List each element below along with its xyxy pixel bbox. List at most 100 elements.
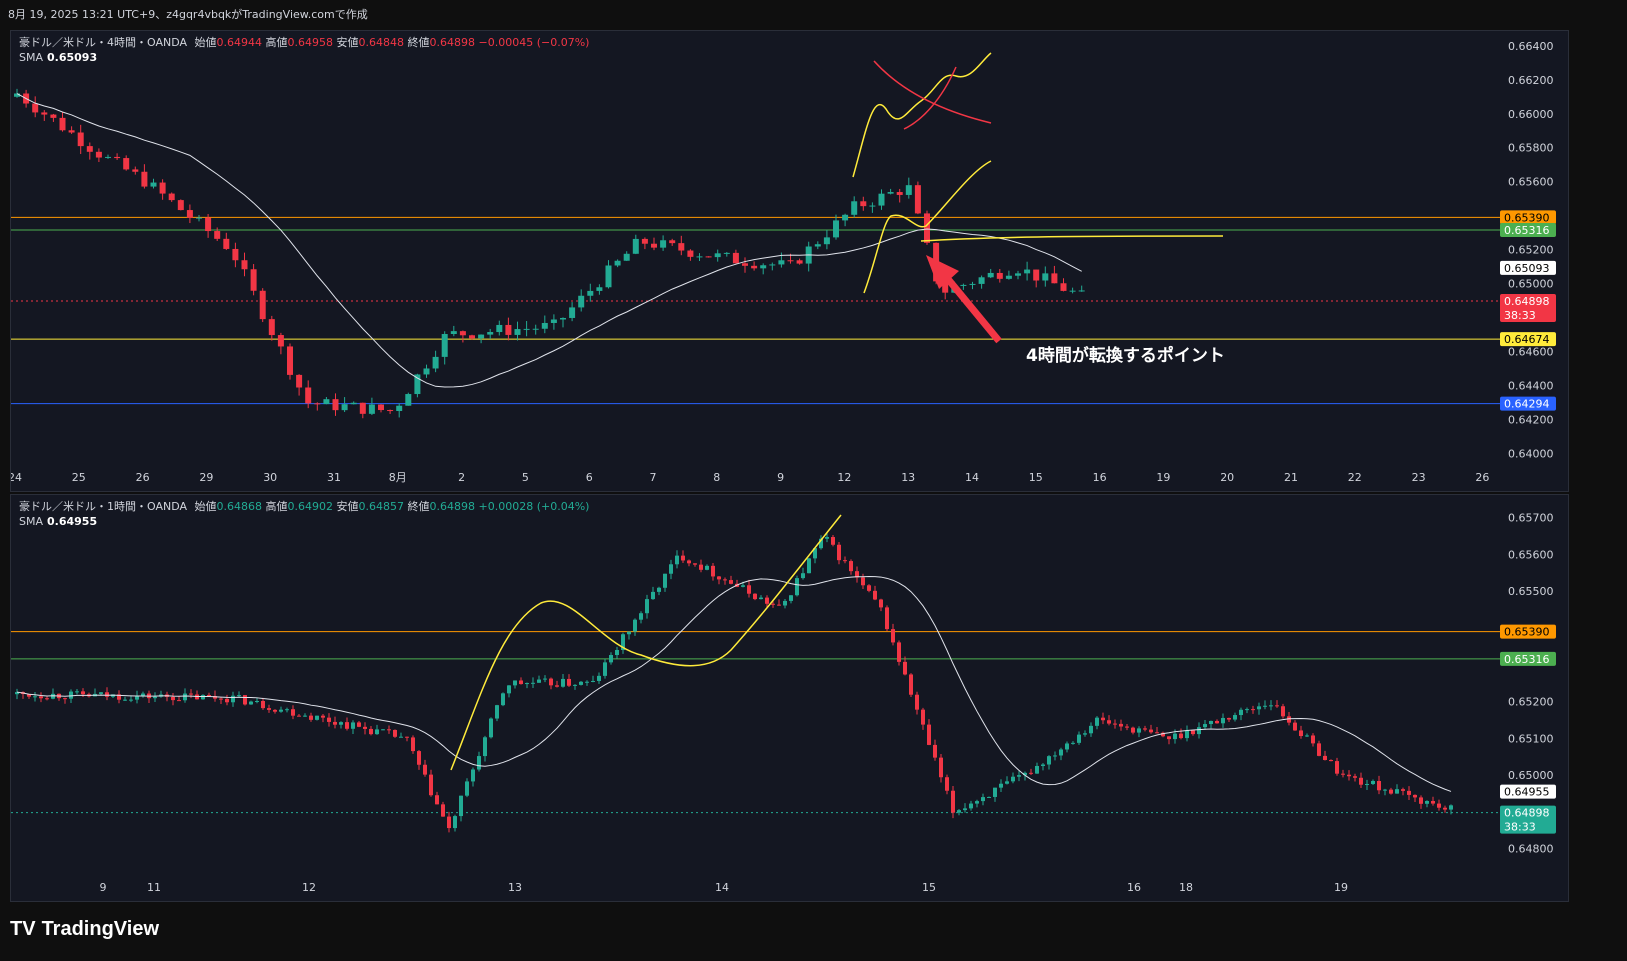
candle-body	[1015, 273, 1021, 276]
candle-body	[232, 248, 239, 261]
candle-body	[596, 287, 603, 291]
candle-body	[33, 696, 37, 698]
candle-body	[681, 555, 685, 561]
tradingview-logo[interactable]: TV TradingView	[10, 918, 160, 940]
candle-body	[59, 117, 66, 131]
candle-body	[387, 729, 391, 731]
candle-body	[1011, 776, 1015, 782]
x-tick-label: 2	[458, 471, 465, 484]
price-tag: 0.65093	[1500, 260, 1556, 275]
candle-body	[41, 112, 48, 115]
sma-value: 0.64955	[47, 515, 98, 528]
candle-body	[669, 564, 673, 574]
candle-body	[81, 691, 85, 695]
x-tick-label: 16	[1127, 881, 1141, 894]
close-label: 終値	[407, 500, 430, 513]
high-value: 0.64958	[287, 36, 334, 49]
candle-body	[969, 803, 973, 809]
candle-body	[1425, 801, 1429, 804]
candle-body	[915, 694, 919, 710]
candle-body	[1347, 774, 1351, 777]
candle-body	[285, 709, 289, 711]
candle-body	[561, 678, 565, 687]
candle-body	[501, 693, 505, 706]
candle-body	[597, 675, 601, 681]
candle-body	[905, 185, 912, 195]
candle-body	[560, 317, 566, 320]
candle-body	[183, 693, 187, 701]
candle-body	[555, 685, 559, 687]
candle-body	[1257, 706, 1261, 710]
candle-body	[95, 151, 102, 158]
x-tick-label: 14	[715, 881, 729, 894]
candle-body	[693, 563, 697, 565]
candle-body	[207, 694, 211, 697]
candle-body	[368, 404, 375, 414]
candle-body	[1209, 720, 1213, 725]
price-tag-bg	[1500, 624, 1556, 639]
candle-body	[459, 331, 466, 336]
candle-body	[1060, 283, 1067, 291]
candle-body	[759, 597, 763, 600]
candle-body	[255, 701, 259, 703]
price-tag-value: 0.65093	[1504, 262, 1550, 275]
candle-body	[214, 231, 221, 239]
sma-legend-4h[interactable]: SMA 0.65093	[19, 51, 97, 64]
candle-body	[769, 264, 776, 266]
candle-body	[1053, 755, 1057, 757]
candle-body	[741, 585, 745, 587]
candle-body	[1221, 717, 1225, 724]
candle-body	[323, 399, 330, 405]
candle-body	[487, 332, 494, 335]
x-tick-label: 31	[327, 471, 341, 484]
candle-body	[86, 146, 93, 152]
candle-body	[705, 256, 712, 258]
price-tag: 0.64955	[1500, 784, 1556, 799]
chart-panel-4h[interactable]: 0.66400 0.66200 0.66000 0.65800 0.65600 0.652…	[10, 30, 1569, 492]
candle-body	[75, 691, 79, 693]
candle-body	[171, 696, 175, 701]
y-tick-label: 0.64400	[1508, 380, 1554, 393]
candle-body	[573, 684, 577, 686]
candle-body	[1281, 706, 1285, 717]
candle-body	[978, 277, 985, 284]
chart-canvas-4h[interactable]: 0.66400 0.66200 0.66000 0.65800 0.65600 0.652…	[11, 31, 1568, 491]
price-tag: 0.65390	[1500, 210, 1556, 225]
candle-body	[141, 171, 148, 187]
y-tick-label: 0.64800	[1508, 843, 1554, 856]
candle-body	[327, 717, 331, 722]
annotation-arrow	[940, 270, 1002, 344]
candle-body	[687, 250, 694, 257]
candle-body	[321, 715, 325, 718]
sma-legend-1h[interactable]: SMA 0.64955	[19, 515, 97, 528]
y-tick-label: 0.65600	[1508, 548, 1554, 561]
candle-body	[1143, 728, 1147, 730]
candle-body	[639, 613, 643, 620]
symbol-legend-1h: 豪ドル／米ドル・1時間・OANDA 始値0.64868 高値0.64902 安値…	[19, 498, 589, 514]
candle-body	[393, 729, 397, 737]
close-value: 0.64898	[429, 36, 476, 49]
candle-body	[569, 307, 576, 318]
candle-body	[887, 192, 894, 194]
candle-body	[1317, 743, 1321, 756]
candle-body	[1059, 749, 1063, 756]
chart-canvas-1h[interactable]: 0.65700 0.65600 0.65500 0.65200 0.65100 0.650…	[11, 495, 1568, 901]
candle-body	[525, 683, 529, 685]
candle-body	[1125, 726, 1129, 728]
candle-body	[39, 696, 43, 699]
candle-body	[657, 587, 661, 592]
low-value: 0.64848	[358, 36, 405, 49]
candle-body	[305, 387, 312, 404]
candle-body	[1431, 801, 1435, 804]
chart-panel-1h[interactable]: 0.65700 0.65600 0.65500 0.65200 0.65100 0.650…	[10, 494, 1569, 902]
candle-body	[250, 269, 257, 291]
y-tick-label: 0.65700	[1508, 512, 1554, 525]
candle-body	[614, 260, 621, 266]
open-value: 0.64944	[216, 36, 263, 49]
candle-body	[1233, 715, 1237, 720]
candle-body	[14, 93, 20, 97]
candle-body	[1167, 736, 1171, 740]
hand-drawn-red-line	[873, 60, 992, 124]
candle-body	[987, 272, 994, 278]
